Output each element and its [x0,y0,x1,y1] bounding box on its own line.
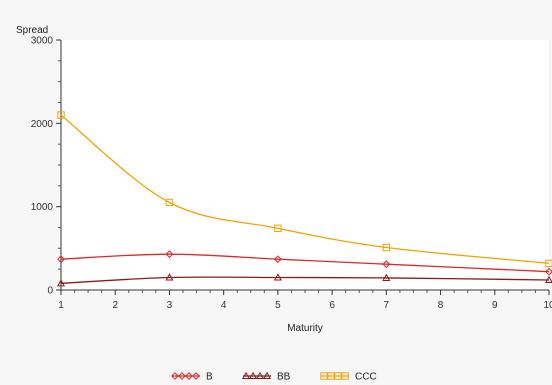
series-layer [56,111,552,287]
y-axis-label: Spread [16,25,48,36]
y-tick-label: 0 [47,286,53,297]
y-tick-label: 2000 [31,119,54,130]
x-tick-label: 3 [167,300,173,311]
legend-item-ccc: CCC [320,372,377,383]
legend-label: CCC [355,372,377,383]
legend-label: BB [277,372,291,383]
data-point-ccc [274,224,282,233]
legend-swatch-marker [255,371,265,380]
data-point-b [545,267,552,276]
x-tick-label: 1 [58,300,64,311]
data-point-b [57,255,65,264]
legend-swatch-marker [248,371,258,380]
x-tick-label: 10 [543,300,552,311]
legend-swatch-marker [178,372,186,380]
legend-swatch-marker [241,371,251,380]
x-tick-label: 7 [384,300,390,311]
legend-swatch-marker [171,372,179,380]
series-b [57,250,552,276]
data-point-ccc [382,243,391,252]
legend-swatch-marker [262,371,272,380]
y-tick-label: 3000 [31,36,54,47]
x-tick-label: 6 [329,300,335,311]
x-tick-label: 5 [275,300,281,311]
legend-label: B [206,372,213,383]
data-point-ccc [165,198,174,207]
legend-swatch-marker [192,372,200,380]
y-tick-label: 1000 [31,202,54,213]
data-point-bb [165,273,174,281]
legend-item-bb: BB [241,371,291,383]
x-ticks: 1 2 3 4 5 6 7 8 9 10 [58,290,552,311]
series-line-ccc [60,114,550,264]
data-point-b [165,250,174,259]
data-point-bb [544,275,552,284]
y-ticks: 0 1000 2000 3000 [31,36,61,297]
legend-swatch-marker [185,372,193,380]
data-point-bb [273,273,282,281]
data-point-bb [56,279,66,287]
x-axis-label: Maturity [287,323,323,334]
x-tick-label: 9 [492,300,498,311]
data-point-bb [382,273,391,281]
legend: B BB CCC [171,371,377,383]
legend-swatch-marker [341,372,349,380]
series-ccc [57,111,552,268]
data-point-b [382,260,391,269]
series-line-bb [60,276,550,284]
legend-swatch-marker [327,372,335,380]
series-bb [56,273,552,287]
x-tick-label: 4 [221,300,227,311]
legend-item-b: B [171,372,213,383]
x-tick-label: 8 [438,300,444,311]
x-tick-label: 2 [112,300,118,311]
series-line-b [60,253,550,273]
data-point-b [273,255,282,264]
data-point-ccc [545,259,552,268]
legend-swatch-marker [320,372,328,380]
legend-swatch-marker [334,372,342,380]
data-point-ccc [57,111,65,119]
plot-area [61,40,549,290]
